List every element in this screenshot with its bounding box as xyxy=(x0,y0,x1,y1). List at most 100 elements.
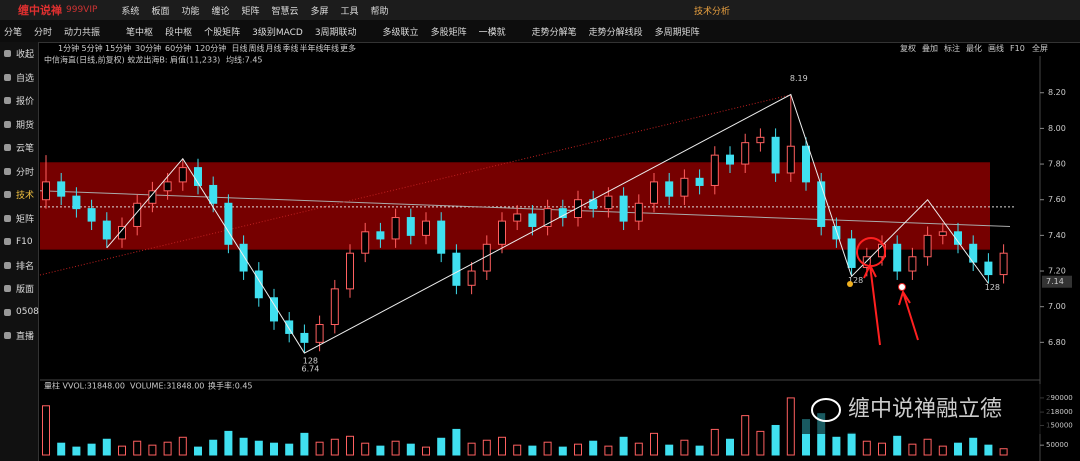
candle-body xyxy=(133,202,142,227)
candle-body xyxy=(42,181,50,201)
candle-body xyxy=(802,145,810,183)
toolbar-item[interactable]: 3级别MACD xyxy=(252,27,303,38)
sidebar-item[interactable]: 版面 xyxy=(0,277,38,301)
sidebar-item[interactable]: 矩阵 xyxy=(0,207,38,231)
volume-bar xyxy=(102,438,111,456)
candle-body xyxy=(330,288,339,326)
toolbar-item[interactable]: 分时 xyxy=(34,27,53,38)
chart-title: 中信海直(日线,前复权) 蛟龙出海B: 肩值(11,233) xyxy=(44,55,220,65)
volume-bar xyxy=(346,435,354,456)
toolbar-item[interactable]: 多周期矩阵 xyxy=(654,27,700,38)
volume-bar xyxy=(908,443,917,456)
candle-body xyxy=(786,145,795,174)
menu-item[interactable]: 功能 xyxy=(181,6,200,17)
sidebar-item[interactable]: F10 xyxy=(0,230,38,254)
menu-item[interactable]: 帮助 xyxy=(370,6,389,17)
candle-body xyxy=(422,220,430,236)
toolbar-item[interactable]: 3周期联动 xyxy=(314,27,357,38)
sidebar-item[interactable]: 分时 xyxy=(0,160,38,184)
turnover-label: 换手率:0.45 xyxy=(208,381,253,391)
volume-bar xyxy=(452,428,461,456)
candle-body xyxy=(498,220,506,245)
sidebar-item[interactable]: 自选 xyxy=(0,66,38,90)
watermark: 缠中说禅融立德 xyxy=(848,397,1002,422)
sidebar-item[interactable]: 0508 xyxy=(0,301,39,325)
y-tick-label: 290000 xyxy=(1046,394,1073,402)
volume-bar xyxy=(589,440,598,456)
chart-tool: 全屏 xyxy=(1032,43,1048,53)
ma-line xyxy=(39,190,1011,227)
period-tab[interactable]: 120分钟 xyxy=(195,43,226,53)
period-tab[interactable]: 更多 xyxy=(340,43,356,53)
volume-bar xyxy=(862,440,871,456)
toolbar-item[interactable]: 动力共振 xyxy=(64,27,101,38)
toolbar-item[interactable]: 多级联立 xyxy=(382,27,419,38)
volume-bar xyxy=(513,444,522,456)
candle-body xyxy=(87,208,96,222)
volume-bar xyxy=(878,442,886,456)
candle-body xyxy=(300,332,309,343)
menu-item[interactable]: 缠论 xyxy=(211,6,230,17)
period-tab[interactable]: 月线 xyxy=(266,43,282,53)
sidebar-item[interactable]: 收起 xyxy=(0,42,38,66)
period-tab[interactable]: 周线 xyxy=(249,43,265,53)
sidebar-item[interactable]: 报价 xyxy=(0,89,38,113)
y-tick-label: 7.80 xyxy=(1048,160,1066,169)
period-tab[interactable]: 半年线 xyxy=(300,43,324,53)
period-tab[interactable]: 5分钟 xyxy=(82,43,103,53)
menu-item[interactable]: 多屏 xyxy=(310,6,329,17)
volume-bar xyxy=(726,438,734,456)
volume-bar xyxy=(224,430,233,456)
chart-tool: 叠加 xyxy=(922,43,938,53)
volume-bar xyxy=(756,430,765,456)
sidebar-item[interactable]: 技术 xyxy=(0,183,38,207)
menu-item[interactable]: 系统 xyxy=(121,6,140,17)
toolbar-item[interactable]: 笔中枢 xyxy=(126,27,154,38)
period-tab[interactable]: 1分钟 xyxy=(58,43,79,53)
candle-body xyxy=(634,202,643,222)
volume-bar xyxy=(254,440,263,456)
period-tab[interactable]: 季线 xyxy=(283,43,299,53)
period-tab[interactable]: 年线 xyxy=(323,43,339,53)
volume-bar xyxy=(893,435,902,456)
toolbar-item[interactable]: 分笔 xyxy=(4,27,23,38)
menu-item[interactable]: 板面 xyxy=(151,6,170,17)
period-tab[interactable]: 30分钟 xyxy=(135,43,161,53)
y-tick-label: 7.40 xyxy=(1048,231,1066,240)
candle-body xyxy=(832,225,841,240)
sidebar-item[interactable]: 直播 xyxy=(0,324,38,348)
period-tab[interactable]: 60分钟 xyxy=(165,43,191,53)
toolbar-item[interactable]: 走势分解笔 xyxy=(531,27,577,38)
candle-body xyxy=(178,167,187,183)
annotation: 8.19 xyxy=(790,74,808,83)
menu-item[interactable]: 智慧云 xyxy=(271,6,299,17)
sidebar-item[interactable]: 云笔 xyxy=(0,136,38,160)
period-tab[interactable]: 15分钟 xyxy=(105,43,131,53)
menu-item[interactable]: 矩阵 xyxy=(241,6,260,17)
candle-body xyxy=(726,154,734,165)
candle-body xyxy=(346,252,354,290)
toolbar-item[interactable]: 多股矩阵 xyxy=(430,27,467,38)
volume-bar xyxy=(482,439,491,456)
candle-body xyxy=(984,261,993,276)
candle-body xyxy=(695,177,704,186)
toolbar-item[interactable]: 个股矩阵 xyxy=(204,27,241,38)
last-price: 7.14 xyxy=(1046,277,1064,286)
sidebar-item[interactable]: 排名 xyxy=(0,254,38,278)
watermark-group: 缠中说禅融立德 xyxy=(800,384,1050,434)
candle-body xyxy=(954,231,962,245)
toolbar-item[interactable]: 段中枢 xyxy=(165,27,193,38)
candle-body xyxy=(391,217,400,240)
menu-item[interactable]: 工具 xyxy=(340,6,359,17)
candle-body xyxy=(771,136,780,174)
period-tab[interactable]: 日线 xyxy=(232,43,248,53)
volume-bar xyxy=(163,441,172,456)
volume-bar xyxy=(543,441,552,456)
volume-bar xyxy=(315,441,324,456)
sidebar-item[interactable]: 期货 xyxy=(0,113,38,137)
annotation: 6.74 xyxy=(301,365,319,374)
toolbar-item[interactable]: 走势分解线段 xyxy=(588,27,643,38)
toolbar-item[interactable]: 一模就 xyxy=(478,27,506,38)
candle-body xyxy=(57,181,66,197)
y-tick-label: 7.60 xyxy=(1048,195,1066,204)
